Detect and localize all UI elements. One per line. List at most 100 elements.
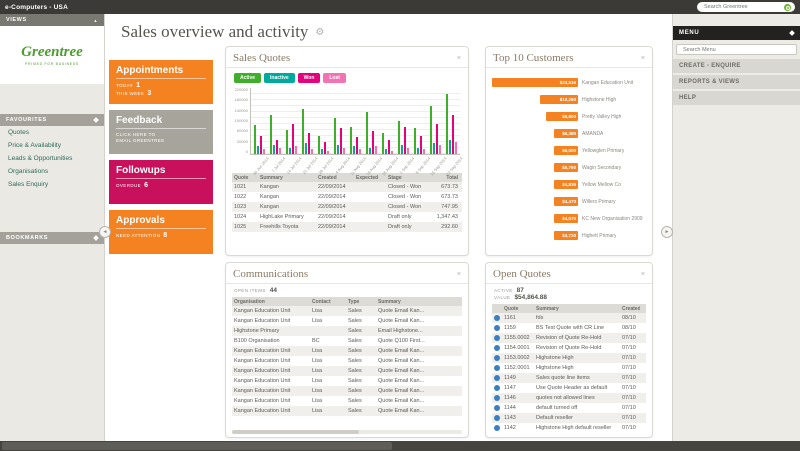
sidebar-item-organisations[interactable]: Organisations: [8, 168, 49, 175]
bookmarks-header[interactable]: BOOKMARKS: [0, 232, 104, 244]
column-header-stage[interactable]: Stage: [388, 174, 402, 181]
search-icon[interactable]: [784, 3, 791, 11]
table-row[interactable]: 1143 Default reseller 07/10: [492, 413, 646, 423]
chevron-up-icon[interactable]: ▲: [93, 17, 98, 23]
table-row[interactable]: Highstone Primary Sales Email Highstone...: [232, 326, 462, 336]
tile-followups[interactable]: Followups OVERDUE 6: [109, 160, 213, 204]
customer-row[interactable]: $3,720 Highett Primary: [492, 227, 648, 244]
column-header-total[interactable]: Total: [446, 174, 458, 181]
column-header-summary[interactable]: Summary: [378, 298, 401, 305]
table-row[interactable]: Kangan Education Unit Lisa Sales Quote Emai…: [232, 396, 462, 406]
menu-header[interactable]: MENU: [673, 26, 800, 40]
table-row[interactable]: Kangan Education Unit Lisa Sales Quote Emai…: [232, 356, 462, 366]
table-row[interactable]: 1021 Kangan 22/09/2014 Closed - Won 673.73: [232, 182, 462, 192]
legend-won-button[interactable]: Won: [297, 73, 321, 83]
table-row[interactable]: 1146 quotes not allowed lines 07/10: [492, 393, 646, 403]
column-header-summary[interactable]: Summary: [536, 305, 559, 312]
table-row[interactable]: 1153.0002 Highstone High 07/10: [492, 353, 646, 363]
scrollbar-thumb[interactable]: [2, 442, 392, 450]
table-row[interactable]: Kangan Education Unit Lisa Sales Quote Emai…: [232, 406, 462, 416]
column-header-type[interactable]: Type: [348, 298, 360, 305]
chart-bar-active: [317, 136, 320, 154]
customer-row[interactable]: $6,000 Yellowglen Primary: [492, 142, 648, 159]
column-header-quote[interactable]: Quote: [234, 174, 249, 181]
legend-inactive-button[interactable]: Inactive: [264, 73, 295, 83]
favourites-header[interactable]: FAVOURITES: [0, 114, 104, 126]
table-row[interactable]: Kangan Education Unit Lisa Sales Quote Emai…: [232, 366, 462, 376]
table-row[interactable]: Kangan Education Unit Lisa Sales Quote Emai…: [232, 346, 462, 356]
customer-row[interactable]: $4,839 Yellow Mellow Co: [492, 176, 648, 193]
legend-lost-button[interactable]: Lost: [323, 73, 346, 83]
table-row[interactable]: 1161 fds 08/10: [492, 313, 646, 323]
table-row[interactable]: 1025 Freehills Toyota 22/09/2014 Draft only…: [232, 222, 462, 232]
scrollbar-thumb[interactable]: [232, 430, 359, 434]
table-row[interactable]: B100 Organisation BC Sales Quote Q100 First…: [232, 336, 462, 346]
table-row[interactable]: 1142 Highstone High default reseller 07/10: [492, 423, 646, 433]
gear-icon[interactable]: ⚙: [315, 26, 325, 38]
table-row[interactable]: Kangan Education Unit Lisa Sales Quote Emai…: [232, 316, 462, 326]
chart-bar-inactive: [320, 149, 323, 154]
menu-item-reports-views[interactable]: REPORTS & VIEWS: [673, 75, 800, 89]
close-icon[interactable]: ×: [456, 270, 461, 278]
stat-value: 87: [516, 287, 524, 294]
tile-approvals[interactable]: Approvals NEED ATTENTION 8: [109, 210, 213, 254]
column-header-expected[interactable]: Expected: [356, 174, 379, 181]
bar-group: [253, 125, 265, 154]
table-row[interactable]: 1023 Kangan 22/09/2014 Closed - Won 747.95: [232, 202, 462, 212]
table-row[interactable]: 1159 BS Test Quote with CR Line 08/10: [492, 323, 646, 333]
table-row[interactable]: 1154.0001 Revision of Quote Re-Hold 07/10: [492, 343, 646, 353]
global-search[interactable]: [697, 2, 795, 12]
column-header-created[interactable]: Created: [622, 305, 640, 312]
collapse-left-sidebar-button[interactable]: ◄: [99, 226, 111, 238]
table-row[interactable]: 1144 default turned off 07/10: [492, 403, 646, 413]
legend-active-button[interactable]: Active: [234, 73, 262, 83]
cell: Kangan: [260, 194, 279, 200]
customer-row[interactable]: $4,070 KC New Organisation 2909: [492, 210, 648, 227]
chart-bar-inactive: [352, 146, 355, 154]
table-row[interactable]: 1147 Use Quote Header as default 07/10: [492, 383, 646, 393]
tile-feedback[interactable]: Feedback CLICK HERE TO EMAIL GREENTREE: [109, 110, 213, 154]
bar-group: [446, 94, 458, 154]
column-header-quote[interactable]: Quote: [504, 305, 519, 312]
panel-header: Open Quotes ×: [486, 263, 652, 284]
customer-row[interactable]: $10,260 Highstone High: [492, 91, 648, 108]
table-row[interactable]: Kangan Education Unit Lisa Sales Quote Emai…: [232, 376, 462, 386]
table-row[interactable]: 1024 HighLake Primary 22/09/2014 Draft only…: [232, 212, 462, 222]
column-header-created[interactable]: Created: [318, 174, 337, 181]
table-row[interactable]: 1149 Sales quote line items 07/10: [492, 373, 646, 383]
table-row[interactable]: Kangan Education Unit Lisa Sales Quote Emai…: [232, 386, 462, 396]
horizontal-scrollbar[interactable]: [232, 430, 462, 434]
customer-row[interactable]: $5,760 Wagin Secondary: [492, 159, 648, 176]
bottom-scrollbar[interactable]: [0, 441, 800, 451]
menu-search[interactable]: [676, 44, 797, 55]
panel-header: Top 10 Customers ×: [486, 47, 652, 68]
table-row[interactable]: Kangan Education Unit Lisa Sales Quote Emai…: [232, 306, 462, 316]
cell: Quote Email Kan...: [378, 408, 425, 414]
customer-row[interactable]: $6,380 AMANDA: [492, 125, 648, 142]
collapse-right-sidebar-button[interactable]: ►: [661, 226, 673, 238]
column-header-contact[interactable]: Contact: [312, 298, 331, 305]
menu-list: CREATE - ENQUIRE REPORTS & VIEWS HELP: [673, 59, 800, 105]
close-icon[interactable]: ×: [640, 54, 645, 62]
column-header-summary[interactable]: Summary: [260, 174, 283, 181]
menu-item-help[interactable]: HELP: [673, 91, 800, 105]
sidebar-item-sales-enquiry[interactable]: Sales Enquiry: [8, 181, 49, 188]
views-header[interactable]: VIEWS ▲: [0, 14, 104, 26]
table-row[interactable]: 1152.0001 Highstone High 07/10: [492, 363, 646, 373]
menu-search-input[interactable]: [681, 45, 792, 54]
sidebar-item-quotes[interactable]: Quotes: [8, 129, 29, 136]
close-icon[interactable]: ×: [456, 54, 461, 62]
menu-item-create-enquire[interactable]: CREATE - ENQUIRE: [673, 59, 800, 73]
close-icon[interactable]: ×: [640, 270, 645, 278]
column-header-organisation[interactable]: Organisation: [234, 298, 265, 305]
info-icon: [494, 395, 500, 401]
global-search-input[interactable]: [702, 3, 784, 11]
sidebar-item-leads-opportunities[interactable]: Leads & Opportunities: [8, 155, 73, 162]
table-row[interactable]: 1022 Kangan 22/09/2014 Closed - Won 673.73: [232, 192, 462, 202]
customer-row[interactable]: $4,470 Willers Primary: [492, 193, 648, 210]
sidebar-item-price-availability[interactable]: Price & Availability: [8, 142, 61, 149]
table-row[interactable]: 1155.0002 Revision of Quote Re-Hold 07/10: [492, 333, 646, 343]
tile-appointments[interactable]: Appointments TODAY 1 THIS WEEK 3: [109, 60, 213, 104]
customer-row[interactable]: $23,516 Kangan Education Unit: [492, 74, 648, 91]
customer-row[interactable]: $8,800 Pretty Valley High: [492, 108, 648, 125]
